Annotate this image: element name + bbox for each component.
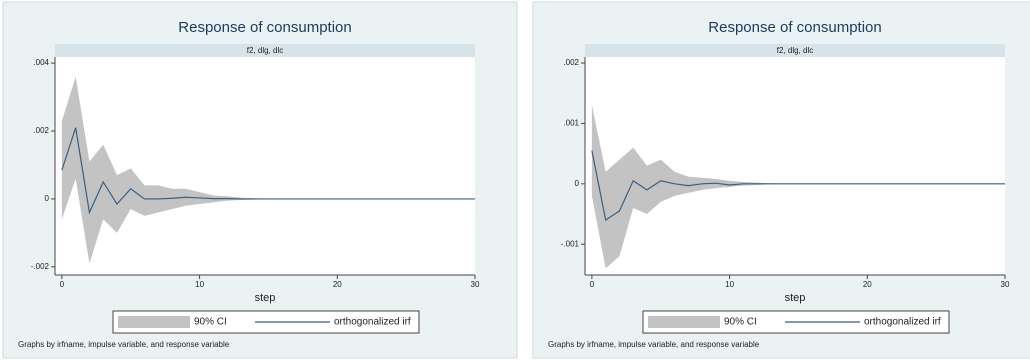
- subtitle: f2, dlg, dlc: [247, 46, 283, 55]
- x-tick-label: 30: [471, 280, 480, 289]
- x-tick-label: 10: [195, 280, 204, 289]
- x-tick-label: 20: [333, 280, 342, 289]
- y-tick-label: .001: [563, 119, 579, 128]
- y-tick-label: .004: [33, 58, 49, 67]
- strip: [585, 44, 1005, 57]
- x-tick-label: 0: [590, 280, 595, 289]
- chart-title: Response of consumption: [178, 19, 351, 36]
- x-tick-label: 20: [863, 280, 872, 289]
- y-tick-label: .002: [563, 58, 579, 67]
- y-tick-label: -.002: [31, 262, 50, 271]
- ci-band: [591, 105, 1005, 269]
- legend-label: 90% CI: [724, 317, 757, 328]
- legend-label: 90% CI: [194, 317, 227, 328]
- note: Graphs by irfname, impulse variable, and…: [18, 340, 230, 349]
- y-tick-label: 0: [575, 179, 580, 188]
- chart-title: Response of consumption: [708, 19, 881, 36]
- note: Graphs by irfname, impulse variable, and…: [548, 340, 760, 349]
- legend-swatch: [118, 316, 190, 328]
- x-tick-label: 10: [725, 280, 734, 289]
- legend-label: orthogonalized irf: [334, 317, 411, 328]
- x-tick-label: 30: [1001, 280, 1010, 289]
- x-tick-label: 0: [60, 280, 65, 289]
- plot-area: [55, 57, 475, 275]
- legend-swatch: [648, 316, 720, 328]
- y-tick-label: .002: [33, 126, 49, 135]
- irf-line: [591, 150, 1005, 222]
- legend-label: orthogonalized irf: [864, 317, 941, 328]
- subtitle: f2, dlg, dlc: [777, 46, 813, 55]
- y-tick-label: -.001: [561, 239, 580, 248]
- x-axis-label: step: [255, 292, 276, 304]
- irf-line: [61, 127, 475, 215]
- x-axis-label: step: [785, 292, 806, 304]
- y-tick-label: 0: [45, 194, 50, 203]
- strip: [55, 44, 475, 57]
